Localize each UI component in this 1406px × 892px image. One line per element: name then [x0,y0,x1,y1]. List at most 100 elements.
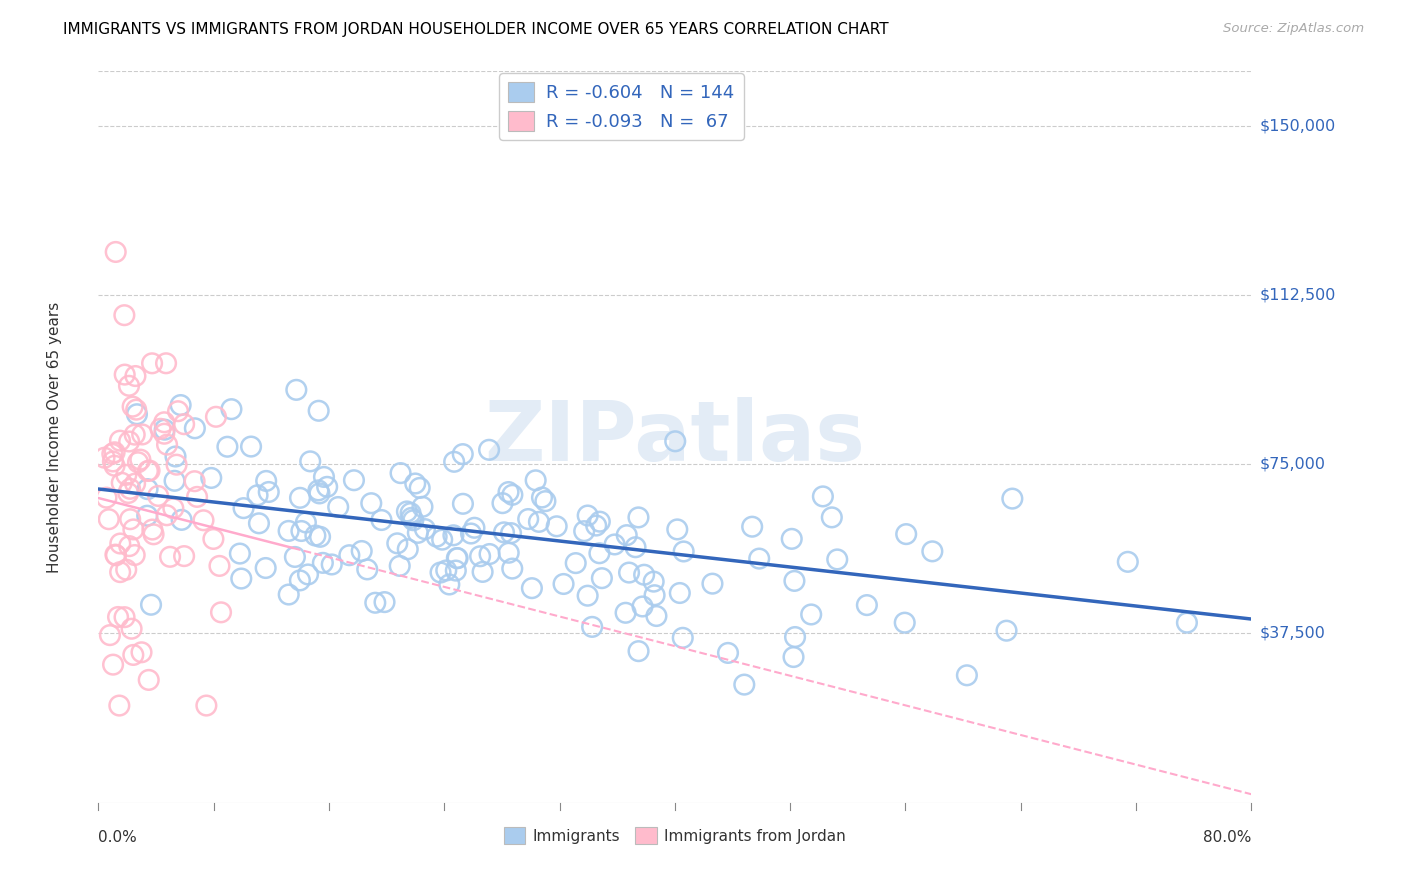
Point [104,445,127,459]
Point [195,698,218,713]
Point [343,473,366,487]
Point [121,400,143,414]
Point [443,455,465,469]
Point [170,513,193,527]
Text: 0.0%: 0.0% [98,830,138,845]
Point [702,576,724,591]
Point [553,577,575,591]
Point [107,610,129,624]
Point [155,356,177,370]
Point [149,422,172,436]
Point [159,549,181,564]
Point [356,562,378,576]
Point [501,488,523,502]
Point [98,628,121,642]
Point [520,581,543,595]
Point [105,549,128,563]
Point [921,544,943,558]
Point [321,558,343,572]
Point [439,577,461,591]
Point [96,491,118,505]
Point [995,624,1018,638]
Point [124,427,146,442]
Point [139,598,162,612]
Text: $75,000: $75,000 [1260,457,1326,472]
Point [411,500,433,514]
Text: Source: ZipAtlas.com: Source: ZipAtlas.com [1223,22,1364,36]
Point [124,476,146,491]
Point [232,501,254,516]
Text: $112,500: $112,500 [1260,287,1336,302]
Point [672,631,695,645]
Point [136,464,159,478]
Point [413,522,436,536]
Point [426,530,449,544]
Point [121,622,143,636]
Point [624,540,647,554]
Point [101,447,124,461]
Point [312,470,335,484]
Point [389,466,412,480]
Point [163,474,186,488]
Point [856,598,879,612]
Point [208,558,231,573]
Point [446,551,468,566]
Point [471,565,494,579]
Point [156,508,179,523]
Point [246,488,269,502]
Point [257,485,280,500]
Point [468,549,491,564]
Point [498,546,520,560]
Point [122,523,145,537]
Point [534,494,557,508]
Point [277,524,299,538]
Point [741,519,763,533]
Point [104,548,127,562]
Point [527,515,550,529]
Legend: Immigrants, Immigrants from Jordan: Immigrants, Immigrants from Jordan [498,822,852,850]
Text: ZIPatlas: ZIPatlas [485,397,865,477]
Point [633,567,655,582]
Point [247,516,270,531]
Point [288,574,311,588]
Point [591,571,613,585]
Point [825,552,848,566]
Point [254,561,277,575]
Point [200,471,222,485]
Point [141,356,163,370]
Point [617,566,640,580]
Point [406,525,429,540]
Point [104,244,127,259]
Point [295,516,318,530]
Point [202,532,225,546]
Point [564,556,586,570]
Point [360,496,382,510]
Point [666,523,689,537]
Point [205,409,228,424]
Point [364,596,387,610]
Point [162,501,184,516]
Point [186,490,208,504]
Point [370,513,392,527]
Point [478,547,501,561]
Point [308,486,330,500]
Point [169,398,191,412]
Point [585,518,607,533]
Point [337,548,360,562]
Point [103,458,125,473]
Point [156,437,179,451]
Point [350,544,373,558]
Point [110,536,132,550]
Point [165,450,187,464]
Point [627,644,650,658]
Point [451,447,474,461]
Point [141,523,163,537]
Point [388,558,411,573]
Point [956,668,979,682]
Point [664,434,686,449]
Point [136,508,159,523]
Point [117,486,139,500]
Point [231,572,253,586]
Point [97,512,120,526]
Point [112,308,135,322]
